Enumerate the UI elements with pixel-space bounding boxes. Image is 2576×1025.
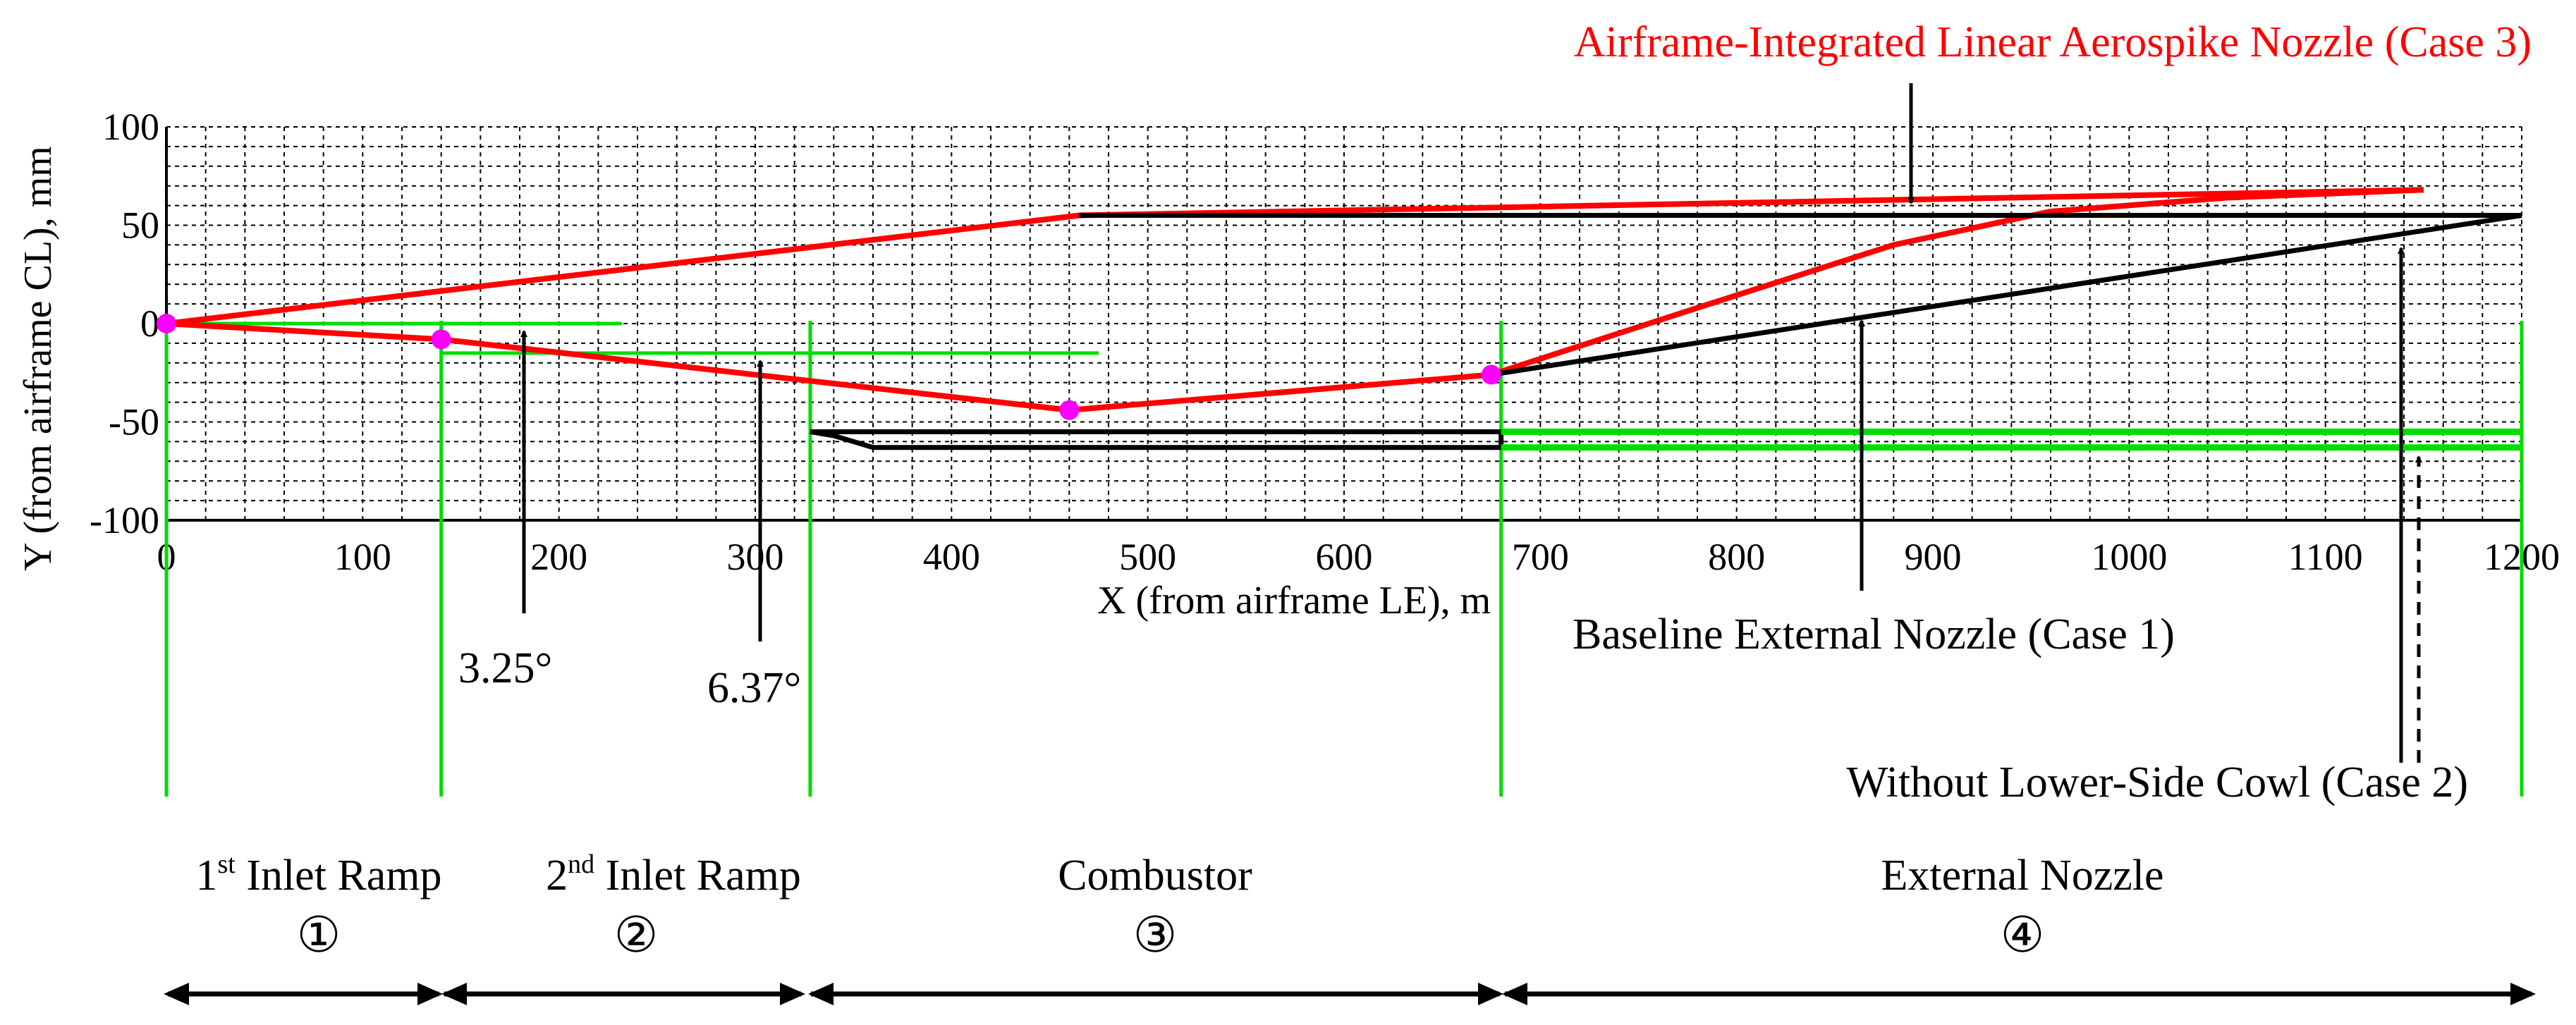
x-tick-label: 600 — [1316, 536, 1373, 578]
series-line-2 — [1491, 213, 2522, 377]
series-line-4 — [810, 429, 1504, 450]
marker-point-3 — [1481, 364, 1501, 385]
section-symbol-4: ④ — [2001, 909, 2045, 963]
label-case3: Airframe-Integrated Linear Aerospike Noz… — [1574, 18, 2532, 66]
section-label-3: Combustor — [1058, 852, 1252, 900]
span-arrowhead-4b — [2510, 983, 2536, 1005]
span-arrowhead-2b — [780, 983, 805, 1005]
label-case2: Without Lower-Side Cowl (Case 2) — [1847, 759, 2468, 806]
y-axis-label: Y (from airframe CL), mm — [16, 146, 60, 571]
section-label-4: External Nozzle — [1881, 852, 2163, 900]
y-tick-label: 50 — [121, 204, 159, 247]
x-tick-label: 700 — [1512, 536, 1569, 578]
grid — [166, 126, 2522, 521]
x-tick-label: 100 — [334, 536, 391, 578]
x-tick-label: 800 — [1708, 536, 1765, 578]
section-label-2: 2nd Inlet Ramp — [546, 849, 801, 900]
x-tick-label: 1100 — [2288, 536, 2363, 578]
x-tick-label: 500 — [1119, 536, 1176, 578]
span-arrowhead-4a — [1502, 983, 1527, 1005]
section-span-arrows — [164, 983, 2536, 1005]
points-group — [157, 314, 1501, 420]
x-tick-label: 900 — [1905, 536, 1962, 578]
x-tick-label: 300 — [727, 536, 784, 578]
span-arrowhead-3a — [808, 983, 834, 1005]
section-symbol-3: ③ — [1133, 909, 1178, 963]
label-angle2: 6.37° — [707, 664, 801, 712]
section-label-1: 1st Inlet Ramp — [195, 849, 441, 900]
x-axis-label: X (from airframe LE), m — [1097, 579, 1491, 622]
series-line-0 — [166, 187, 2424, 413]
y-tick-label: 0 — [140, 302, 159, 345]
marker-point-1 — [431, 329, 451, 350]
marker-point-2 — [1059, 400, 1080, 420]
section-symbol-1: ① — [297, 909, 341, 963]
y-tick-label: -50 — [109, 401, 159, 443]
label-case1: Baseline External Nozzle (Case 1) — [1573, 610, 2175, 658]
span-arrowhead-2a — [441, 983, 467, 1005]
label-angle1: 3.25° — [458, 644, 552, 692]
marker-point-0 — [157, 314, 176, 333]
annotation-arrows — [520, 83, 2422, 763]
section-symbol-2: ② — [614, 909, 659, 963]
tick-labels: 0100200300400500600700800900100011001200… — [90, 106, 2560, 578]
section-labels: 1st Inlet Ramp ① 2nd Inlet Ramp ② Combus… — [195, 849, 2163, 963]
span-arrowhead-3b — [1478, 983, 1503, 1005]
series-group — [164, 187, 2524, 797]
span-arrowhead-1a — [164, 983, 189, 1005]
x-tick-label: 1000 — [2091, 536, 2167, 578]
x-tick-label: 200 — [530, 536, 587, 578]
y-tick-label: 100 — [102, 106, 159, 148]
x-tick-label: 400 — [923, 536, 980, 578]
span-arrowhead-1b — [417, 983, 443, 1005]
y-tick-label: -100 — [90, 499, 159, 541]
